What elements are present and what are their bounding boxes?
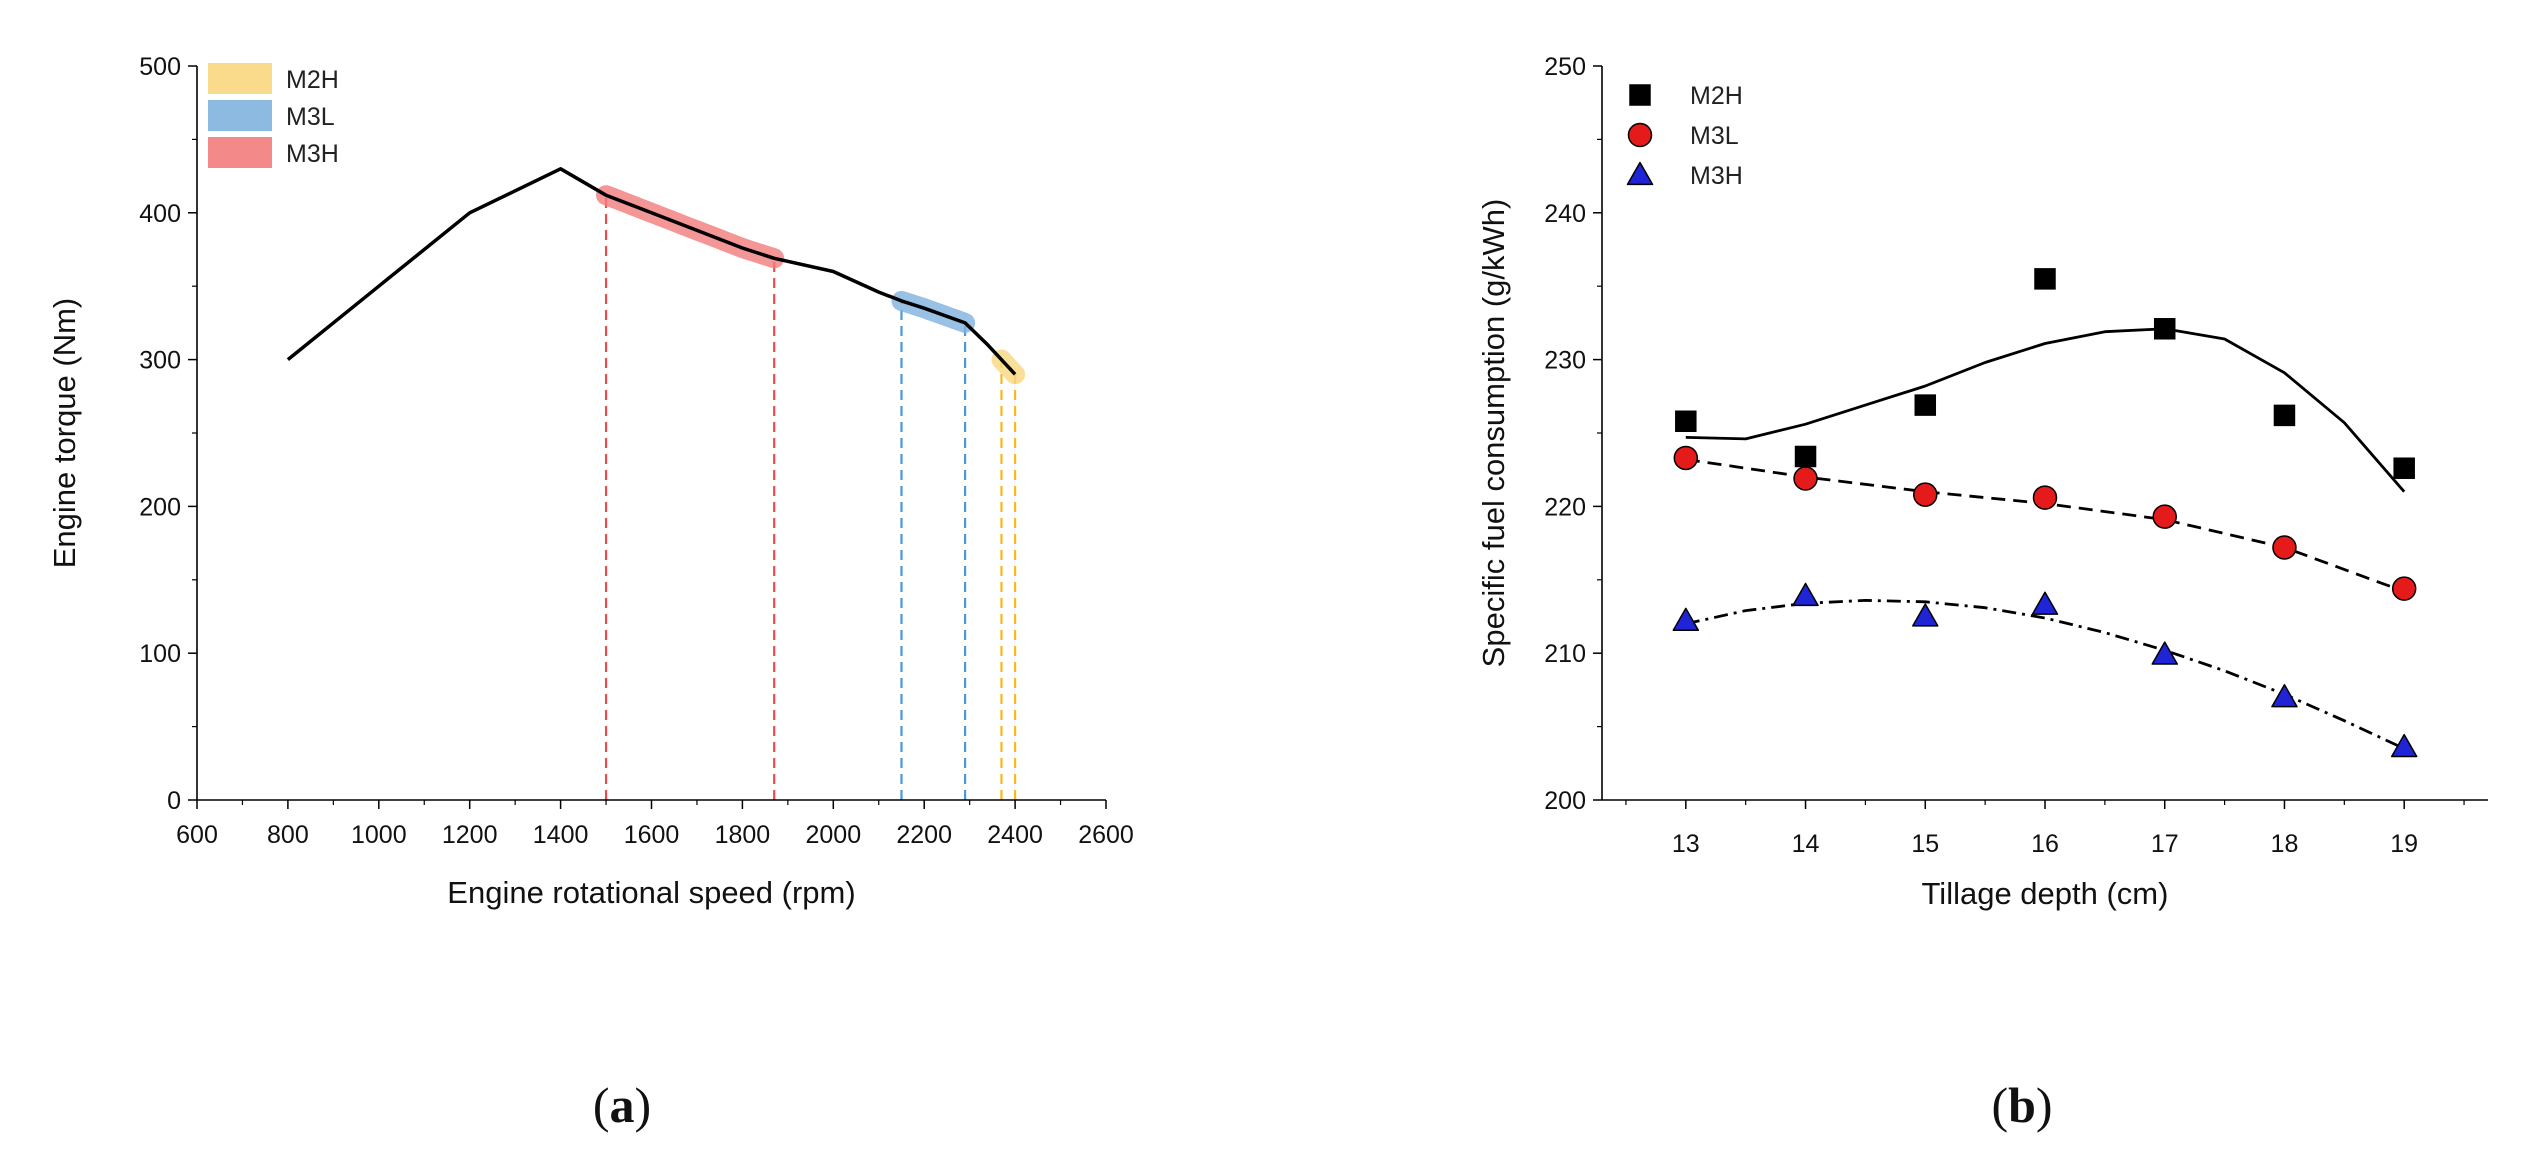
- chart-b-x-tick-label: 17: [2151, 830, 2179, 858]
- chart-b-y-ticks: 200 210 220 230 240 250: [1544, 53, 1602, 815]
- chart-a-series-line: [286, 167, 1017, 376]
- chart-a-x-tick-label: 600: [176, 821, 218, 849]
- chart-b-panel-letter: b: [2008, 1077, 2036, 1133]
- chart-b-x-tick-label: 13: [1672, 830, 1700, 858]
- chart-b-panel-label: (b): [1991, 1077, 2052, 1133]
- chart-b-point-m2h: [2393, 457, 2415, 479]
- chart-a-panel-letter: a: [610, 1077, 635, 1133]
- chart-a-x-tick-label: 1000: [351, 821, 407, 849]
- chart-a-curve: [286, 167, 1017, 376]
- chart-b-legend-marker-m3l: [1627, 122, 1653, 148]
- chart-a-y-tick-label: 300: [139, 347, 181, 375]
- chart-b-point-m3h: [1792, 582, 1819, 607]
- chart-a-legend-label-m3l: M3L: [286, 103, 335, 131]
- chart-b-point-m3h: [2271, 683, 2298, 708]
- chart-b-point-m3l: [1673, 445, 1699, 471]
- chart-a-x-tick-label: 1400: [533, 821, 589, 849]
- chart-a-y-tick-label: 100: [139, 640, 181, 668]
- chart-a-x-ticks: 600 800 1000 1200 1400 1600 1800 2000 2200 2400 26…: [176, 800, 1134, 849]
- chart-a-y-tick-label: 400: [139, 200, 181, 228]
- chart-a-x-tick-label: 1200: [442, 821, 498, 849]
- chart-a-legend-swatch-m3l: [208, 100, 272, 131]
- chart-b-legend-marker-m3h: [1626, 161, 1654, 186]
- chart-b-point-m2h: [1794, 445, 1817, 468]
- chart-a-x-tick-label: 1800: [715, 821, 771, 849]
- chart-b-point-m2h: [1914, 394, 1937, 416]
- chart-a-legend: M2H M3L M3H: [208, 63, 339, 168]
- chart-a-x-tick-label: 1600: [624, 821, 680, 849]
- chart-b-point-m3h: [2390, 733, 2418, 758]
- chart-a-x-tick-label: 2000: [805, 821, 861, 849]
- chart-b-y-axis-label: Specific fuel consumption (g/kWh): [1476, 199, 1511, 668]
- chart-b-y-tick-label: 240: [1544, 200, 1586, 228]
- chart-b-legend-marker-m2h: [1629, 84, 1651, 106]
- chart-a-x-tick-label: 2400: [987, 821, 1043, 849]
- chart-a-x-axis-label: Engine rotational speed (rpm): [447, 875, 855, 910]
- chart-a-x-tick-label: 2200: [896, 821, 952, 849]
- chart-b-point-m2h: [2273, 404, 2296, 427]
- chart-b-x-tick-label: 18: [2271, 830, 2299, 858]
- chart-b-point-m3l: [2391, 576, 2417, 601]
- chart-b-legend-label-m3h: M3H: [1690, 162, 1743, 190]
- chart-a-y-tick-label: 200: [139, 493, 181, 521]
- chart-b-point-m3h: [2031, 591, 2059, 615]
- chart-b-x-ticks: 13 14 15 16 17 18 19: [1625, 800, 2465, 858]
- chart-b-point-m3h: [2151, 641, 2178, 665]
- chart-a-legend-swatch-m2h: [208, 63, 272, 94]
- chart-a-x-tick-label: 800: [267, 821, 309, 849]
- chart-b-panel: 13 14 15 16 17 18 19 200 210 220 230 240 250 M2H M3L…: [1476, 53, 2488, 1133]
- chart-a-legend-label-m3h: M3H: [286, 140, 339, 168]
- chart-b-point-m3l: [2152, 504, 2177, 529]
- chart-a-legend-swatch-m3h: [208, 137, 272, 168]
- chart-a-y-ticks: 0 100 200 300 400 500: [139, 53, 197, 815]
- chart-b-point-m2h: [2153, 318, 2176, 340]
- chart-b-y-tick-label: 250: [1544, 53, 1586, 81]
- chart-b-x-tick-label: 19: [2390, 830, 2418, 858]
- chart-b-x-tick-label: 14: [1792, 830, 1820, 858]
- chart-a-y-axis-label: Engine torque (Nm): [47, 298, 82, 569]
- chart-b-x-axis-label: Tillage depth (cm): [1922, 876, 2169, 911]
- chart-b-point-m3h: [1912, 603, 1939, 627]
- chart-b-y-tick-label: 200: [1544, 787, 1586, 815]
- chart-b-legend: M2H M3L M3H: [1626, 82, 1743, 190]
- chart-a-x-tick-label: 2600: [1078, 821, 1134, 849]
- chart-b-point-m2h: [1675, 410, 1697, 433]
- chart-b-point-m3l: [2032, 485, 2058, 510]
- chart-b-x-tick-label: 15: [1911, 830, 1939, 858]
- chart-b-legend-label-m2h: M2H: [1690, 82, 1743, 110]
- chart-a-panel: 600 800 1000 1200 1400 1600 1800 2000 2200 2400 26…: [47, 53, 1134, 1133]
- chart-b-legend-label-m3l: M3L: [1690, 122, 1739, 150]
- chart-a-y-tick-label: 500: [139, 53, 181, 81]
- chart-a-legend-label-m2h: M2H: [286, 66, 339, 94]
- chart-b-y-tick-label: 210: [1544, 640, 1586, 668]
- chart-a-panel-label: (a): [593, 1077, 651, 1133]
- chart-b-point-m3l: [2272, 535, 2297, 560]
- chart-b-y-tick-label: 230: [1544, 347, 1586, 375]
- chart-a-y-tick-label: 0: [167, 787, 181, 815]
- chart-b-x-tick-label: 16: [2031, 830, 2059, 858]
- chart-b-point-m2h: [2034, 268, 2056, 290]
- chart-b-point-m3l: [1793, 466, 1818, 491]
- chart-b-point-m3l: [1913, 482, 1938, 507]
- chart-b-y-tick-label: 220: [1544, 493, 1586, 521]
- chart-b-fit-line-m2h: [1685, 327, 2406, 493]
- chart-b-point-m3h: [1672, 607, 1700, 632]
- chart-a-guide-lines: [604, 195, 1017, 800]
- chart-b-points: [1672, 268, 2418, 758]
